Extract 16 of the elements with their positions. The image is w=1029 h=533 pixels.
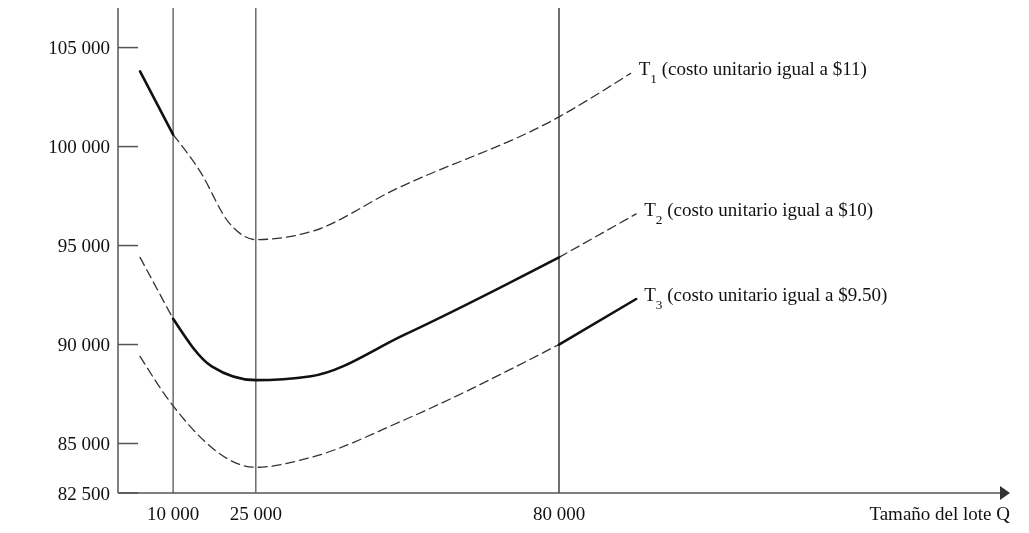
- y-tick-label: 95 000: [57, 235, 110, 257]
- y-tick-label: 105 000: [48, 37, 110, 59]
- y-tick-label: 82 500: [57, 482, 110, 504]
- y-tick-label: 100 000: [48, 136, 110, 158]
- y-tick-label: 85 000: [57, 433, 110, 455]
- line-series: [172, 72, 632, 241]
- y-tick-label: 90 000: [57, 334, 110, 356]
- series-label: T$_{1}$ (costo unitario igual a $11): [638, 58, 867, 86]
- series-label: T$_{2}$ (costo unitario igual a $10): [644, 198, 873, 227]
- x-tick-label: 10 000: [147, 503, 200, 524]
- line-series: [171, 256, 561, 382]
- line-series: [139, 343, 560, 468]
- x-axis-title: Tamaño del lote Q: [869, 503, 1011, 524]
- x-tick-label: 80 000: [532, 503, 586, 524]
- series-label: T$_{3}$ (costo unitario igual a $9.50): [644, 283, 888, 312]
- x-tick-label: 25 000: [229, 503, 282, 524]
